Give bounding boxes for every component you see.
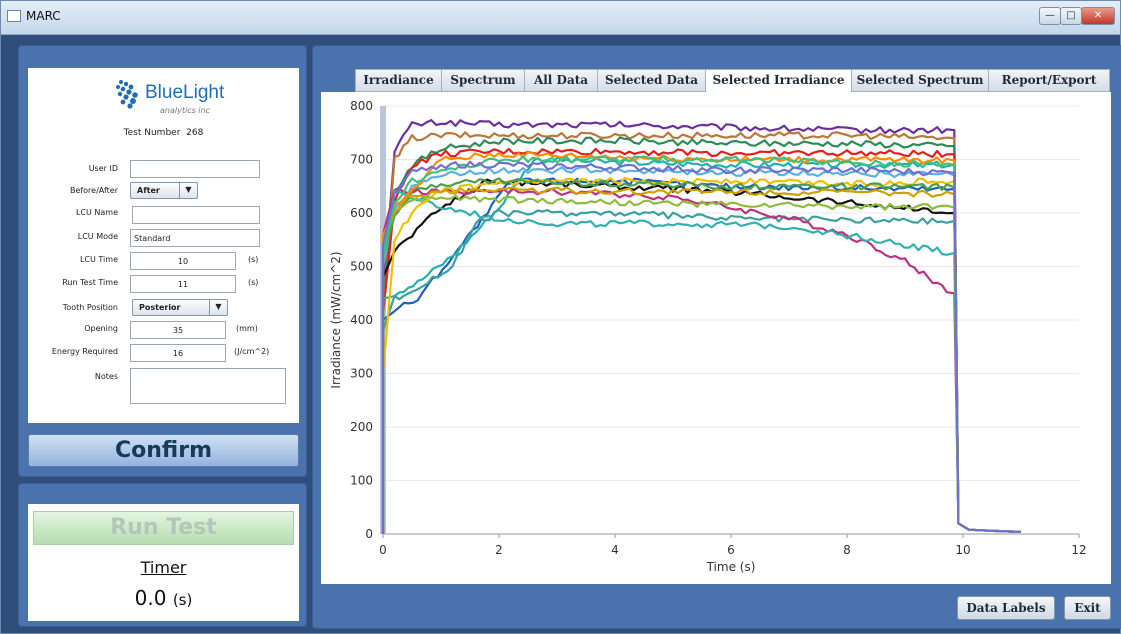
timer-label: Timer	[140, 558, 187, 577]
bluelight-logo: BlueLight analytics inc	[112, 76, 232, 124]
close-button[interactable]: ✕	[1081, 7, 1115, 25]
series-line	[381, 187, 1022, 534]
opening-input[interactable]	[130, 321, 226, 339]
series-line	[381, 151, 1022, 534]
exit-button[interactable]: Exit	[1064, 596, 1111, 620]
lcu-name-input[interactable]	[132, 206, 260, 224]
app-icon	[7, 10, 21, 22]
x-tick-label: 4	[611, 543, 619, 557]
y-tick-label: 0	[365, 527, 373, 541]
y-tick-label: 300	[350, 367, 373, 381]
opening-label: Opening	[84, 324, 118, 333]
test-number-label: Test Number	[123, 128, 181, 138]
before-after-label: Before/After	[69, 186, 118, 195]
test-number-value: 268	[186, 128, 204, 138]
tooth-position-label: Tooth Position	[62, 303, 118, 312]
tab-all-data[interactable]: All Data	[524, 69, 598, 92]
series-line	[381, 136, 1022, 534]
series-line	[381, 177, 1022, 534]
maximize-icon: □	[1066, 10, 1076, 21]
lcu-time-label: LCU Time	[79, 255, 118, 264]
run-area: Run Test Timer 0.0 (s)	[28, 504, 299, 621]
tab-spectrum[interactable]: Spectrum	[441, 69, 525, 92]
logo-text: BlueLight	[145, 82, 225, 103]
test-form: BlueLight analytics inc Test Number 268 …	[28, 68, 299, 423]
x-tick-label: 12	[1071, 543, 1086, 557]
y-tick-label: 500	[350, 260, 373, 274]
run-test-button[interactable]: Run Test	[33, 511, 294, 545]
chevron-down-icon: ▼	[209, 300, 227, 315]
maximize-button[interactable]: □	[1060, 7, 1082, 25]
logo-subtext: analytics inc	[160, 106, 210, 115]
series-line	[381, 186, 1022, 534]
series-line	[381, 160, 1022, 534]
test-number: Test Number 268	[28, 128, 299, 138]
test-setup-panel: BlueLight analytics inc Test Number 268 …	[18, 45, 307, 477]
x-tick-label: 6	[727, 543, 735, 557]
tab-selected-data[interactable]: Selected Data	[597, 69, 706, 92]
tab-irradiance[interactable]: Irradiance	[355, 69, 442, 92]
y-tick-label: 400	[350, 313, 373, 327]
y-tick-label: 100	[350, 474, 373, 488]
minimize-icon: —	[1045, 10, 1055, 21]
lcu-name-label: LCU Name	[75, 208, 118, 217]
y-tick-label: 800	[350, 99, 373, 113]
series-line	[381, 190, 1022, 534]
user-id-input[interactable]	[130, 160, 260, 178]
y-axis-label: Irradiance (mW/cm^2)	[329, 251, 343, 388]
tab-report-export[interactable]: Report/Export	[988, 69, 1110, 92]
notes-label: Notes	[94, 372, 118, 381]
series-line	[381, 209, 1022, 534]
tab-selected-spectrum[interactable]: Selected Spectrum	[851, 69, 989, 92]
run-test-time-input[interactable]	[130, 275, 236, 293]
series-line	[381, 176, 1022, 534]
timer-readout: 0.0 (s)	[28, 586, 299, 610]
timer-value: 0.0	[134, 586, 167, 610]
energy-required-input[interactable]	[130, 344, 226, 362]
energy-required-label: Energy Required	[51, 347, 118, 356]
lcu-mode-input[interactable]	[130, 229, 260, 247]
notes-textarea[interactable]	[130, 368, 286, 404]
chart-area: 0 100 200 300 400 500 600 700 800 0 2 4 6 8 10 12 Time (…	[321, 92, 1111, 584]
irradiance-chart: 0 100 200 300 400 500 600 700 800 0 2 4 6 8 10 12 Time (…	[329, 99, 1087, 574]
opening-unit: (mm)	[236, 324, 258, 333]
series-line	[381, 131, 1022, 534]
chevron-down-icon: ▼	[179, 183, 197, 198]
minimize-button[interactable]: —	[1039, 7, 1061, 25]
energy-required-unit: (J/cm^2)	[234, 347, 270, 356]
y-tick-label: 700	[350, 153, 373, 167]
tooth-position-value: Posterior	[139, 303, 181, 312]
logo-mark-icon	[116, 80, 138, 109]
timer-unit: (s)	[172, 591, 193, 609]
run-test-time-label: Run Test Time	[62, 278, 118, 287]
title-bar: MARC — □ ✕	[1, 1, 1120, 35]
y-tick-label: 600	[350, 206, 373, 220]
x-tick-label: 8	[843, 543, 851, 557]
x-tick-label: 2	[495, 543, 503, 557]
x-tick-label: 0	[379, 543, 387, 557]
x-tick-label: 10	[955, 543, 970, 557]
series-line	[381, 147, 1022, 534]
tooth-position-select[interactable]: Posterior ▼	[132, 299, 228, 316]
user-id-label: User ID	[88, 164, 118, 173]
y-tick-label: 200	[350, 420, 373, 434]
data-labels-button[interactable]: Data Labels	[957, 596, 1055, 620]
series-line	[381, 119, 1022, 534]
confirm-button[interactable]: Confirm	[28, 434, 299, 467]
before-after-select[interactable]: After ▼	[130, 182, 198, 199]
lcu-time-unit: (s)	[248, 255, 259, 264]
before-after-value: After	[137, 186, 160, 195]
results-panel: Irradiance Spectrum All Data Selected Da…	[312, 45, 1121, 629]
run-panel: Run Test Timer 0.0 (s)	[18, 483, 307, 627]
series-line	[381, 166, 1022, 534]
close-icon: ✕	[1093, 10, 1103, 21]
window-title: MARC	[26, 9, 61, 23]
lcu-mode-label: LCU Mode	[77, 232, 118, 241]
series-line	[381, 194, 1022, 534]
run-test-time-unit: (s)	[248, 278, 259, 287]
lcu-time-input[interactable]	[130, 252, 236, 270]
tab-selected-irradiance[interactable]: Selected Irradiance	[705, 69, 852, 93]
x-axis-label: Time (s)	[706, 560, 756, 574]
